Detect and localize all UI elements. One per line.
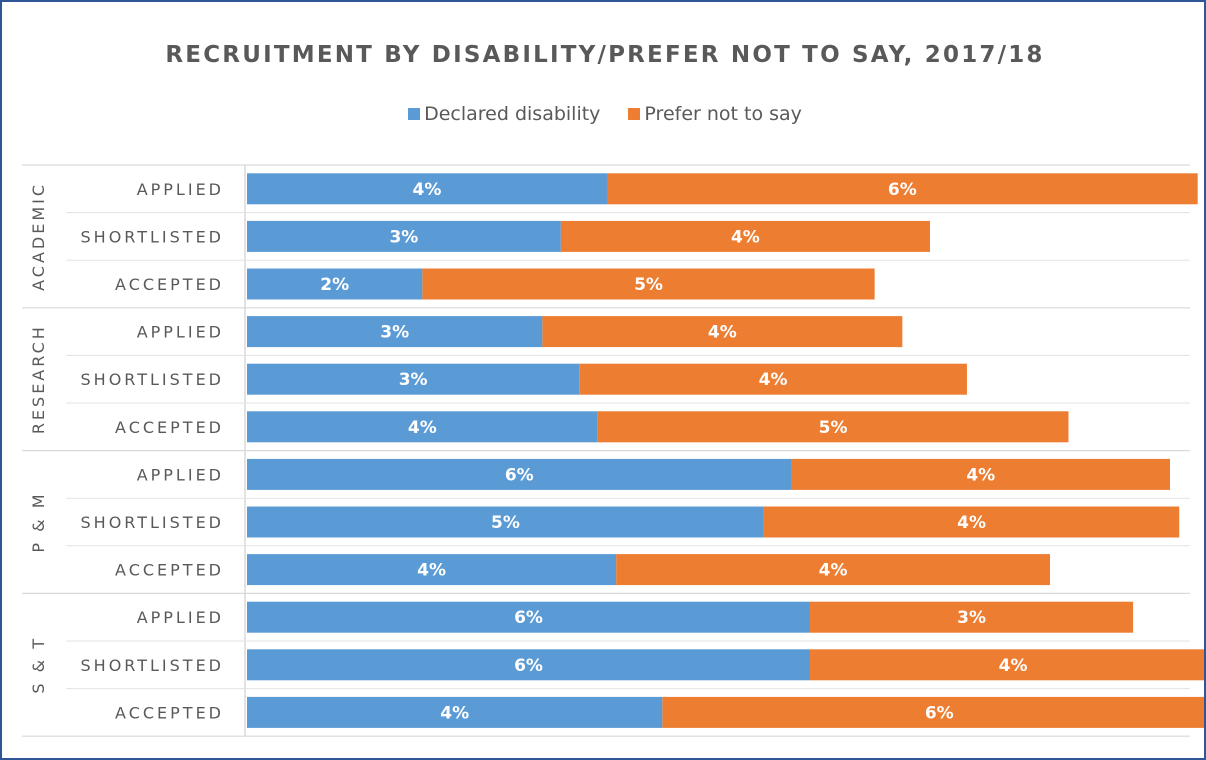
legend-label-declared-disability: Declared disability — [424, 103, 601, 125]
bar-data-label: 4% — [413, 180, 442, 200]
category-label: ACCEPTED — [115, 418, 224, 437]
bar-data-label: 4% — [999, 656, 1028, 676]
bar-prefer-not-to-say — [579, 363, 967, 395]
bar-declared-disability — [247, 554, 617, 586]
legend-item-declared-disability: Declared disability — [408, 103, 600, 125]
bar-declared-disability — [247, 363, 580, 395]
bar-data-label: 3% — [389, 227, 418, 247]
bar-declared-disability — [247, 458, 792, 490]
bar-prefer-not-to-say — [763, 506, 1180, 538]
bar-data-label: 4% — [708, 323, 737, 343]
bar-data-label: 6% — [505, 465, 534, 485]
category-label: SHORTLISTED — [81, 513, 225, 532]
bar-data-label: 5% — [634, 275, 663, 295]
bar-prefer-not-to-say — [616, 554, 1051, 586]
legend-swatch-declared-disability — [408, 108, 421, 120]
bar-prefer-not-to-say — [810, 601, 1134, 633]
bar-data-label: 6% — [514, 608, 543, 628]
bar-declared-disability — [247, 506, 764, 538]
bar-data-label: 3% — [957, 608, 986, 628]
bar-declared-disability — [247, 268, 423, 300]
bar-data-label: 3% — [399, 370, 428, 390]
category-label: SHORTLISTED — [81, 370, 225, 389]
bar-data-label: 5% — [491, 513, 520, 533]
legend-swatch-prefer-not-to-say — [628, 108, 641, 120]
bar-data-label: 4% — [440, 703, 469, 723]
bar-data-label: 4% — [966, 465, 995, 485]
bar-data-label: 6% — [925, 703, 954, 723]
bar-data-label: 6% — [888, 180, 917, 200]
bar-declared-disability — [247, 696, 663, 728]
bar-declared-disability — [247, 173, 607, 205]
bar-data-label: 2% — [320, 275, 349, 295]
category-label: SHORTLISTED — [81, 656, 225, 675]
category-label: APPLIED — [137, 323, 224, 342]
bar-data-label: 4% — [417, 561, 446, 581]
category-label: APPLIED — [137, 608, 224, 627]
category-label: ACCEPTED — [115, 275, 224, 294]
bar-prefer-not-to-say — [791, 458, 1170, 490]
category-label: ACCEPTED — [115, 703, 224, 722]
category-label: APPLIED — [137, 180, 224, 199]
bar-declared-disability — [247, 220, 561, 252]
bar-prefer-not-to-say — [662, 696, 1204, 728]
chart-legend: Declared disability Prefer not to say — [2, 103, 1206, 125]
bar-data-label: 4% — [408, 418, 437, 438]
bar-declared-disability — [247, 649, 811, 681]
bar-declared-disability — [247, 411, 598, 443]
bar-prefer-not-to-say — [542, 316, 903, 348]
bar-data-label: 6% — [514, 656, 543, 676]
category-label: APPLIED — [137, 465, 224, 484]
bar-declared-disability — [247, 316, 543, 348]
bar-data-label: 4% — [731, 227, 760, 247]
category-label: SHORTLISTED — [81, 227, 225, 246]
bar-data-label: 4% — [819, 561, 848, 581]
bar-prefer-not-to-say — [606, 173, 1198, 205]
bar-data-label: 5% — [819, 418, 848, 438]
legend-item-prefer-not-to-say: Prefer not to say — [628, 103, 802, 125]
group-label: ACADEMIC — [29, 182, 48, 291]
bar-prefer-not-to-say — [597, 411, 1069, 443]
legend-label-prefer-not-to-say: Prefer not to say — [644, 103, 802, 125]
bar-prefer-not-to-say — [810, 649, 1204, 681]
group-label: RESEARCH — [29, 324, 48, 434]
bar-declared-disability — [247, 601, 811, 633]
bar-prefer-not-to-say — [560, 220, 931, 252]
bar-data-label: 3% — [380, 323, 409, 343]
bar-data-label: 4% — [957, 513, 986, 533]
group-label: P & M — [29, 491, 48, 552]
group-label: S & T — [29, 636, 48, 694]
category-label: ACCEPTED — [115, 561, 224, 580]
bar-prefer-not-to-say — [422, 268, 875, 300]
bar-data-label: 4% — [759, 370, 788, 390]
chart-title: RECRUITMENT BY DISABILITY/PREFER NOT TO … — [165, 42, 1045, 68]
